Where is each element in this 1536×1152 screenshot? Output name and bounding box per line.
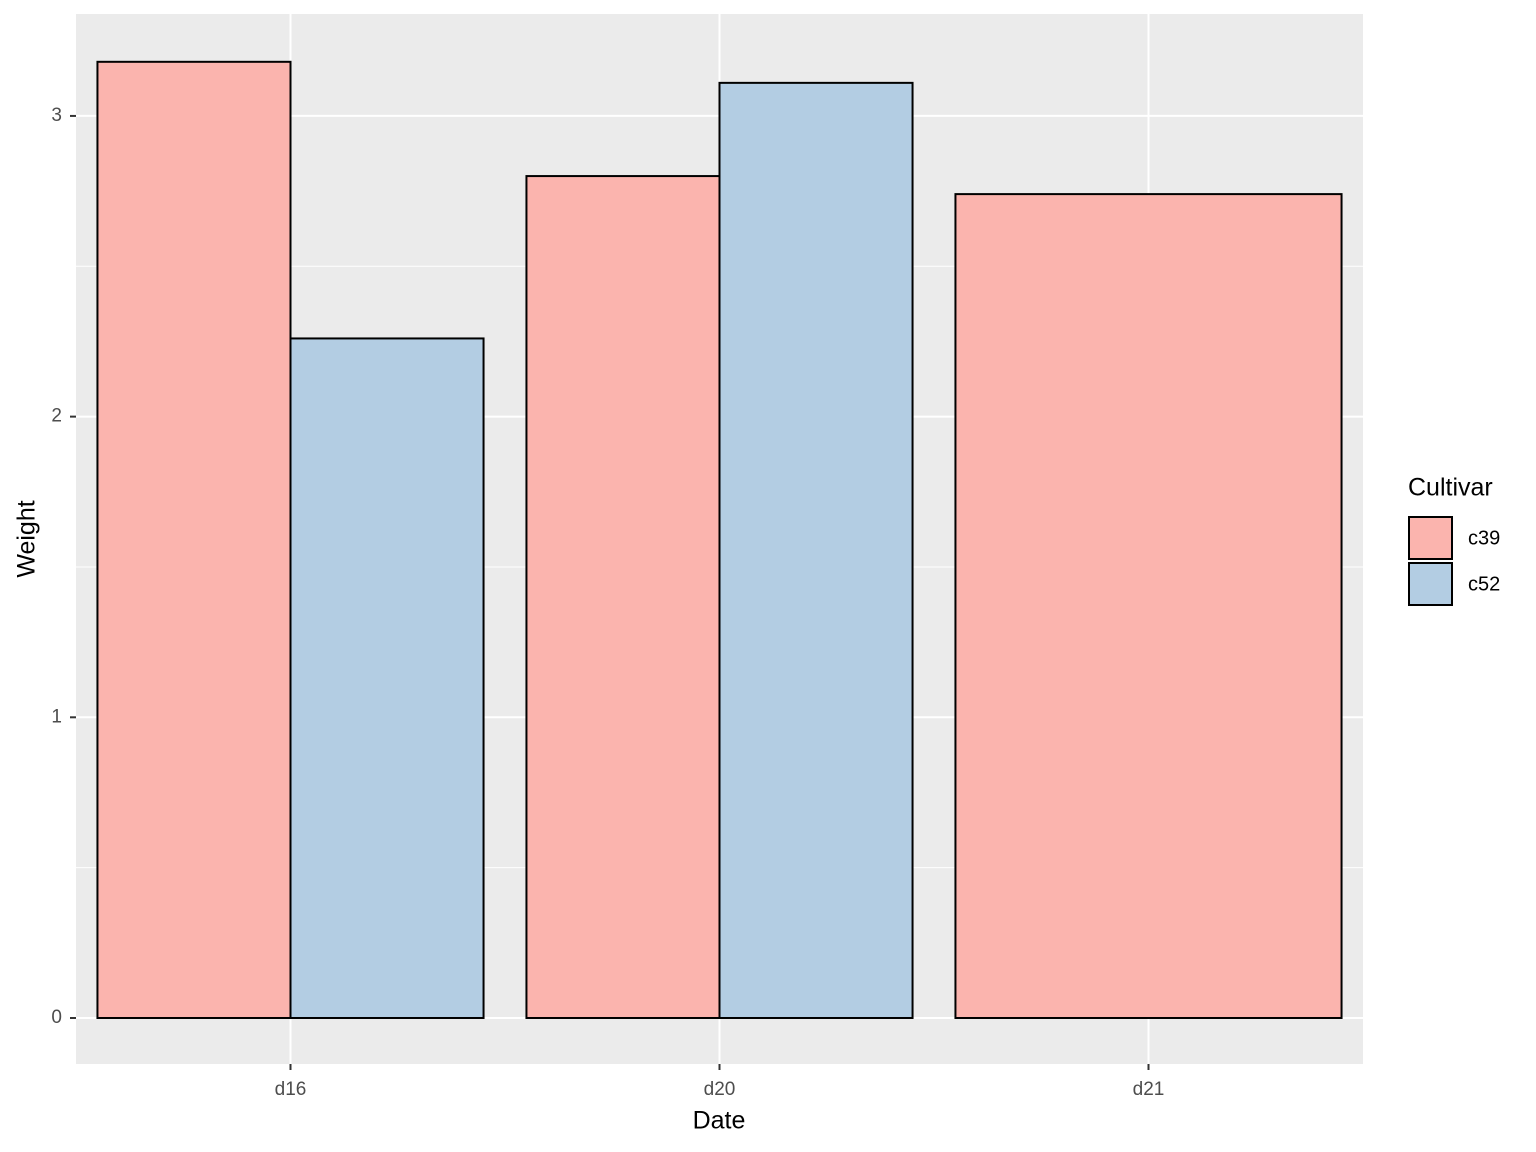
y-tick-label: 3: [51, 105, 62, 126]
x-tick-label: d16: [275, 1079, 307, 1100]
legend-key: [1408, 516, 1453, 560]
legend-title: Cultivar: [1408, 474, 1493, 502]
bar: [96, 60, 292, 1019]
y-axis-title: Weight: [13, 500, 41, 577]
y-tick-label: 0: [51, 1007, 62, 1028]
bar: [289, 337, 485, 1019]
legend-label: c39: [1468, 527, 1500, 549]
legend-key: [1408, 562, 1453, 606]
y-tick-label: 2: [51, 406, 62, 427]
x-tick-label: d20: [704, 1079, 736, 1100]
x-tick-label: d21: [1133, 1079, 1165, 1100]
y-tick-label: 1: [51, 706, 62, 727]
bar: [525, 175, 721, 1019]
x-axis-title: Date: [693, 1107, 746, 1135]
bar: [954, 193, 1343, 1019]
legend-label: c52: [1468, 573, 1500, 595]
bar: [718, 81, 914, 1019]
